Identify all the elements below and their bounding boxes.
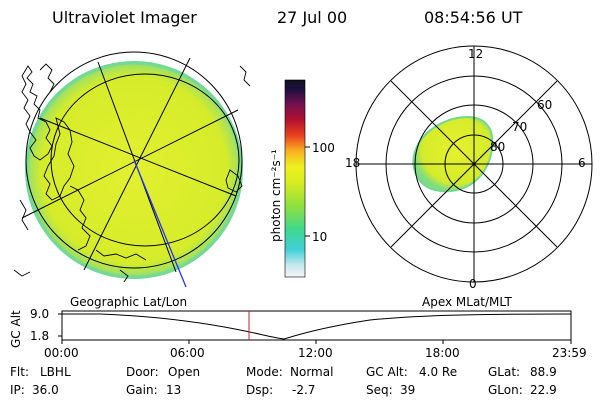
mlt-label-6: 6 xyxy=(578,156,586,170)
lat-circle-mid xyxy=(50,73,240,247)
right-panel-title: Apex MLat/MLT xyxy=(422,295,512,309)
observation-date: 27 Jul 00 xyxy=(277,8,348,27)
info-glat-label: GLat: xyxy=(488,365,521,379)
meridian-line xyxy=(83,57,191,271)
mlt-label-12: 12 xyxy=(468,47,484,61)
meridian-line xyxy=(21,109,239,219)
colorbar-scale xyxy=(284,79,306,278)
altitude-xtick: 06:00 xyxy=(170,346,205,360)
info-glat-value: 88.9 xyxy=(530,365,557,379)
info-glon-value: 22.9 xyxy=(530,383,557,397)
info-seq-label: Seq: xyxy=(366,383,393,397)
mlat-label-60: 60 xyxy=(537,98,553,112)
aurora-oval xyxy=(412,115,494,193)
info-flt-value: LBHL xyxy=(40,365,71,379)
info-dsp-value: -2.7 xyxy=(292,383,316,397)
info-seq-value: 39 xyxy=(400,383,416,397)
mlt-line-diagonal xyxy=(390,80,558,248)
info-gcalt-label: GC Alt: xyxy=(366,365,408,379)
altitude-curve xyxy=(62,313,572,340)
polar-plot xyxy=(355,45,593,283)
meridian-line xyxy=(39,117,237,197)
mlt-label-18: 18 xyxy=(345,156,361,170)
info-door-label: Door: xyxy=(126,365,159,379)
info-mode-label: Mode: xyxy=(246,365,283,379)
altitude-ytick: 1.8 xyxy=(30,329,50,343)
image-rim xyxy=(25,61,243,279)
colorbar-tick-label: 100 xyxy=(312,141,335,155)
info-dsp-label: Dsp: xyxy=(246,383,274,397)
info-ip-label: IP: xyxy=(10,383,25,397)
left-panel-title: Geographic Lat/Lon xyxy=(70,295,188,309)
info-door-value: Open xyxy=(168,365,201,379)
sun-direction-line xyxy=(133,159,187,288)
coastline-overlay xyxy=(13,63,251,283)
altitude-ylabel: GC Alt xyxy=(9,310,23,348)
altitude-frame xyxy=(61,310,572,341)
info-ip-value: 36.0 xyxy=(32,383,59,397)
mlt-label-0: 0 xyxy=(469,277,477,291)
observation-time: 08:54:56 UT xyxy=(424,8,523,27)
info-gcalt-value: 4.0 Re xyxy=(419,365,458,379)
info-mode-value: Normal xyxy=(290,365,334,379)
altitude-xtick: 12:00 xyxy=(298,346,333,360)
info-gain-value: 13 xyxy=(166,383,182,397)
colorbar-unit-label: photon cm⁻²s⁻¹ xyxy=(269,149,283,242)
mlat-label-70: 70 xyxy=(512,120,528,134)
altitude-xtick: 18:00 xyxy=(425,346,460,360)
altitude-xtick: 00:00 xyxy=(44,346,79,360)
altitude-plot xyxy=(58,310,572,344)
instrument-title: Ultraviolet Imager xyxy=(52,8,197,27)
altitude-xtick: 23:59 xyxy=(552,346,587,360)
info-gain-label: Gain: xyxy=(126,383,158,397)
colorbar-tick-label: 10 xyxy=(312,230,328,244)
info-glon-label: GLon: xyxy=(488,383,523,397)
colorbar xyxy=(284,79,310,278)
altitude-ytick: 9.0 xyxy=(30,307,50,321)
info-flt-label: Flt: xyxy=(10,365,29,379)
lat-circle-outer xyxy=(25,51,243,269)
mlat-label-80: 80 xyxy=(490,140,506,154)
geographic-image xyxy=(13,51,251,288)
